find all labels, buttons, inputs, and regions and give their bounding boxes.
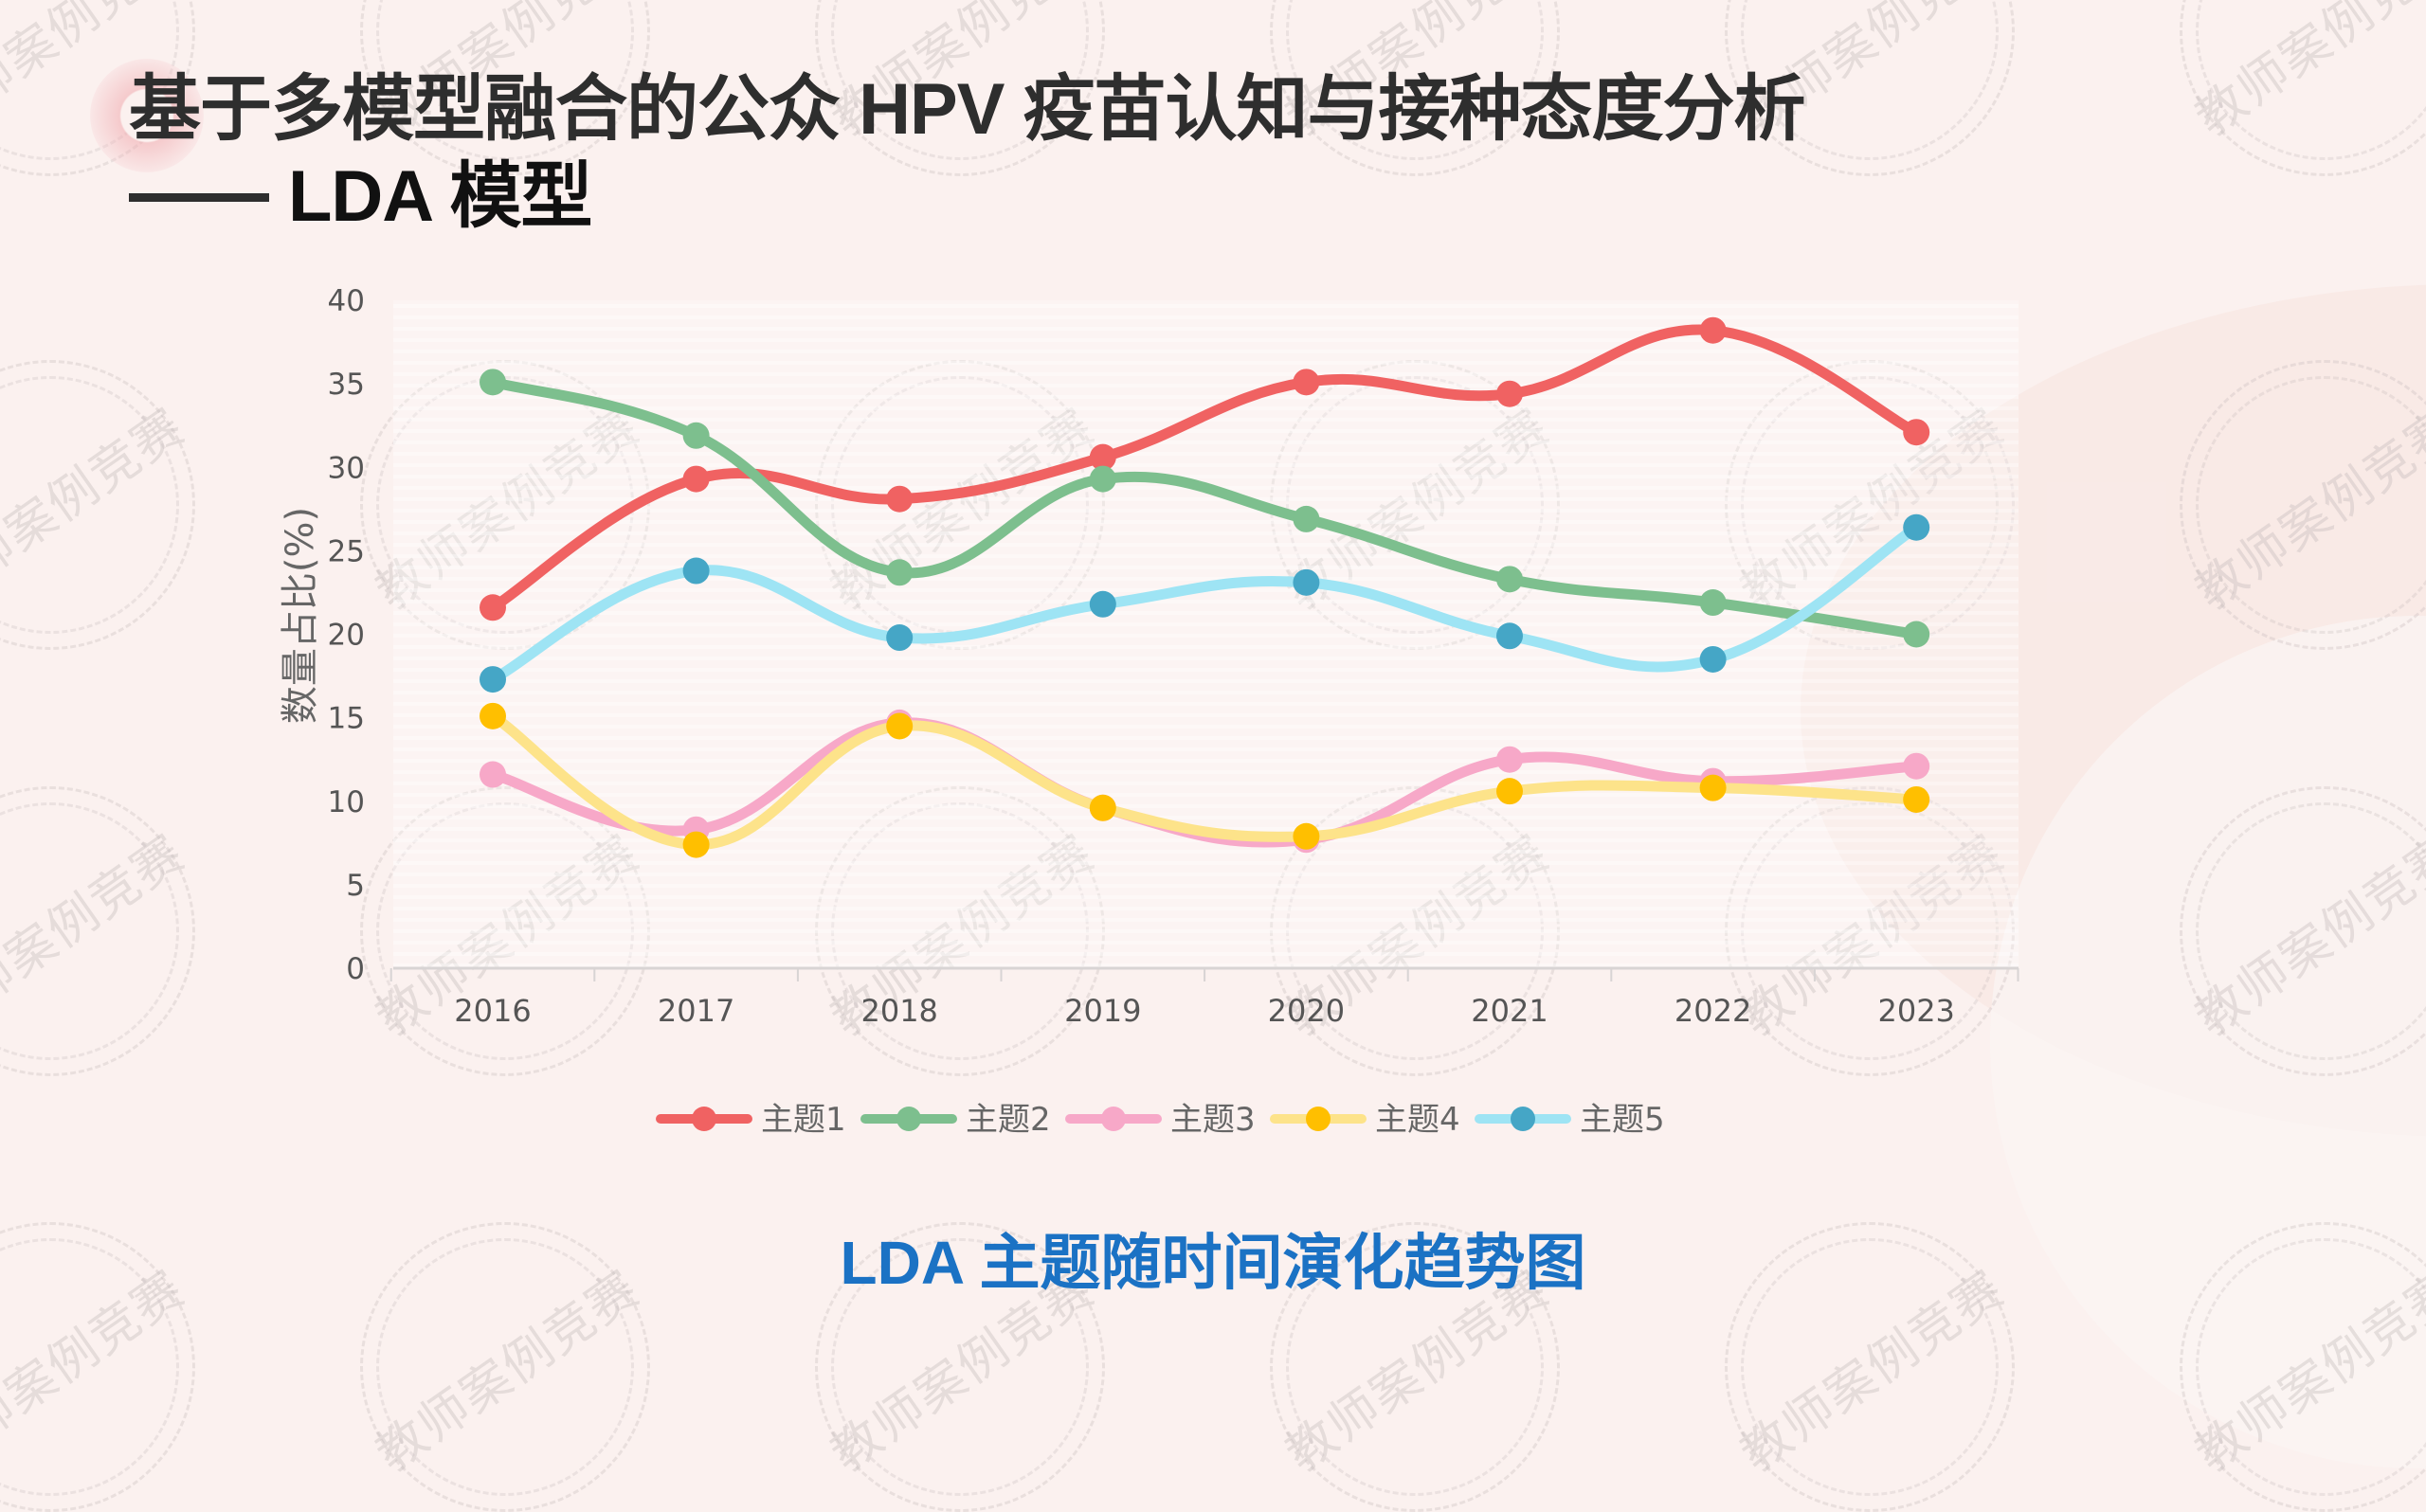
y-tick-label: 25	[328, 534, 365, 568]
x-tick-label: 2022	[1675, 993, 1751, 1029]
legend-item: 主题5	[1475, 1101, 1665, 1139]
x-tick-label: 2021	[1471, 993, 1548, 1029]
data-point	[1496, 622, 1523, 650]
data-point	[1903, 513, 1930, 541]
data-point	[1496, 380, 1523, 407]
x-tick-label: 2017	[658, 993, 734, 1029]
x-tick-label: 2018	[860, 993, 937, 1029]
data-point	[1089, 443, 1116, 471]
series-line	[487, 522, 1922, 685]
em-dash-separator	[129, 193, 269, 203]
line-chart: 2016 2017 2018 2019 2020 2021 2022 2023 0 5 10 15 20…	[279, 284, 2019, 1139]
data-point	[1903, 419, 1930, 446]
data-point	[886, 559, 914, 586]
data-point	[1089, 794, 1116, 821]
legend-marker	[1101, 1107, 1126, 1131]
legend-marker	[896, 1107, 921, 1131]
legend-label: 主题5	[1580, 1101, 1665, 1139]
data-point	[1699, 645, 1727, 673]
data-point	[682, 831, 710, 858]
data-point	[1699, 316, 1727, 344]
data-point	[1903, 621, 1930, 648]
y-tick-label: 20	[328, 619, 365, 653]
title-decoration-ring	[90, 59, 204, 172]
data-point	[480, 666, 506, 693]
data-point	[1293, 568, 1320, 596]
title-line-2-text: LDA 模型	[288, 156, 592, 237]
data-point	[1496, 778, 1523, 805]
y-tick-label: 15	[328, 702, 365, 736]
legend-label: 主题3	[1170, 1101, 1256, 1139]
title-line-1: 基于多模型融合的公众 HPV 疫苗认知与接种态度分析	[129, 69, 1805, 150]
legend-item: 主题3	[1065, 1101, 1256, 1139]
data-point	[1496, 566, 1523, 593]
series-4	[480, 702, 1930, 858]
y-axis-label: 数量占比(%)	[279, 507, 322, 724]
data-point	[1699, 589, 1727, 617]
y-tick-label: 10	[328, 785, 365, 819]
x-tick-label: 2023	[1877, 993, 1954, 1029]
data-point	[480, 369, 506, 396]
legend: 主题1 主题2 主题3 主题4 主题5	[656, 1101, 1665, 1139]
data-point	[1699, 774, 1727, 801]
data-point	[886, 712, 914, 740]
legend-marker	[1511, 1107, 1535, 1131]
x-tick-label: 2016	[454, 993, 531, 1029]
series-line	[487, 376, 1922, 639]
data-point	[1903, 785, 1930, 813]
data-point	[1903, 752, 1930, 780]
legend-label: 主题2	[966, 1101, 1051, 1139]
data-point	[1293, 505, 1320, 532]
series-2	[480, 369, 1930, 648]
legend-item: 主题1	[656, 1101, 846, 1139]
y-tick-label: 35	[328, 368, 365, 402]
y-tick-label: 40	[328, 284, 365, 318]
y-tick-label: 5	[346, 869, 365, 903]
data-point	[886, 624, 914, 652]
series-line	[487, 324, 1922, 613]
legend-label: 主题4	[1375, 1101, 1460, 1139]
legend-item: 主题2	[860, 1101, 1051, 1139]
title-line-2: LDA 模型	[129, 153, 1805, 241]
legend-marker	[1306, 1107, 1331, 1131]
data-point	[480, 594, 506, 621]
data-point	[1089, 590, 1116, 618]
x-tick-label: 2019	[1064, 993, 1141, 1029]
legend-marker	[692, 1107, 716, 1131]
data-point	[1293, 822, 1320, 850]
series-5	[480, 513, 1930, 693]
chart-svg: 2016 2017 2018 2019 2020 2021 2022 2023 0 5 10 15 20…	[279, 284, 2019, 1139]
data-point	[886, 485, 914, 513]
chart-caption: LDA 主题随时间演化趋势图	[840, 1229, 1586, 1297]
data-point	[682, 557, 710, 585]
legend-item: 主题4	[1270, 1101, 1460, 1139]
data-point	[480, 761, 506, 788]
data-point	[1089, 465, 1116, 493]
data-point	[682, 465, 710, 493]
x-tick-label: 2020	[1268, 993, 1345, 1029]
series-line	[487, 711, 1922, 851]
slide-title: 基于多模型融合的公众 HPV 疫苗认知与接种态度分析 LDA 模型	[129, 66, 1805, 241]
data-point	[1496, 746, 1523, 773]
data-point	[480, 702, 506, 729]
y-tick-label: 30	[328, 451, 365, 485]
data-point	[682, 422, 710, 449]
legend-label: 主题1	[761, 1101, 846, 1139]
series-1	[480, 316, 1930, 621]
data-point	[1293, 369, 1320, 396]
y-tick-label: 0	[346, 952, 365, 986]
